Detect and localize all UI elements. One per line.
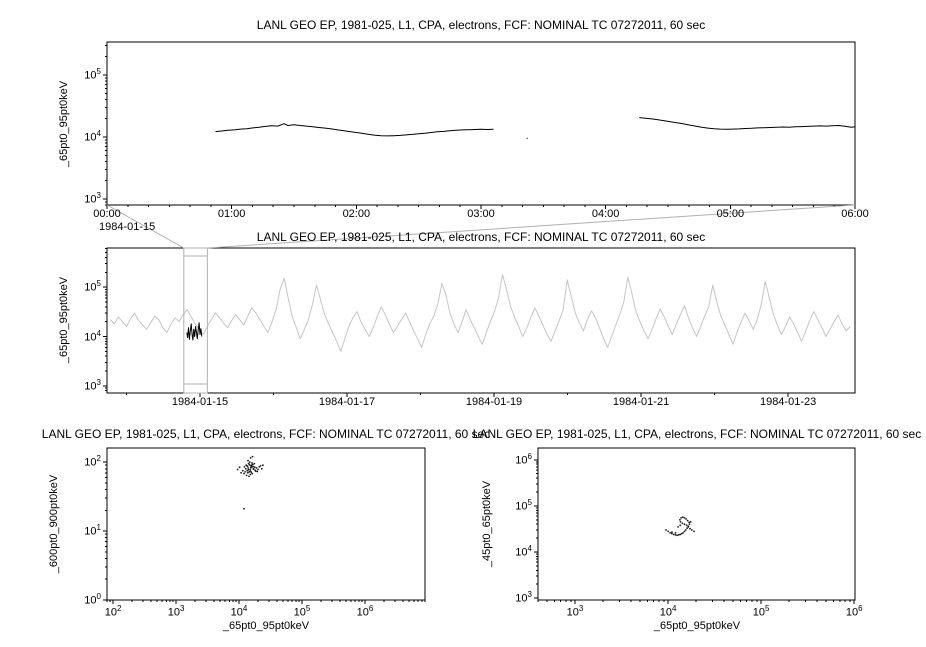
- overview-zoom-box[interactable]: [184, 248, 207, 393]
- plot3-y-axis-label: _600pt0_900pt0keV: [48, 474, 60, 574]
- plot1-date-context-label: 1984-01-15: [99, 221, 156, 233]
- plot3-x-axis-label: _65pt0_95pt0keV: [222, 620, 310, 632]
- plot1-area[interactable]: [107, 42, 855, 205]
- plot3-title: LANL GEO EP, 1981-025, L1, CPA, electron…: [41, 427, 491, 441]
- plot2-y-axis-label: _65pt0_95pt0keV: [58, 276, 70, 364]
- plot4-x-axis-label: _65pt0_95pt0keV: [653, 620, 741, 632]
- plot2-title: LANL GEO EP, 1981-025, L1, CPA, electron…: [256, 230, 706, 244]
- plot4-area[interactable]: [538, 448, 855, 600]
- plot1-y-axis-label: _65pt0_95pt0keV: [58, 80, 70, 168]
- plot2-area[interactable]: [107, 248, 855, 393]
- plot3-area[interactable]: [107, 448, 425, 600]
- plot4-title: LANL GEO EP, 1981-025, L1, CPA, electron…: [472, 427, 922, 441]
- plot4-y-axis-label: _45pt0_65pt0keV: [481, 480, 493, 568]
- plot1-title: LANL GEO EP, 1981-025, L1, CPA, electron…: [256, 18, 706, 32]
